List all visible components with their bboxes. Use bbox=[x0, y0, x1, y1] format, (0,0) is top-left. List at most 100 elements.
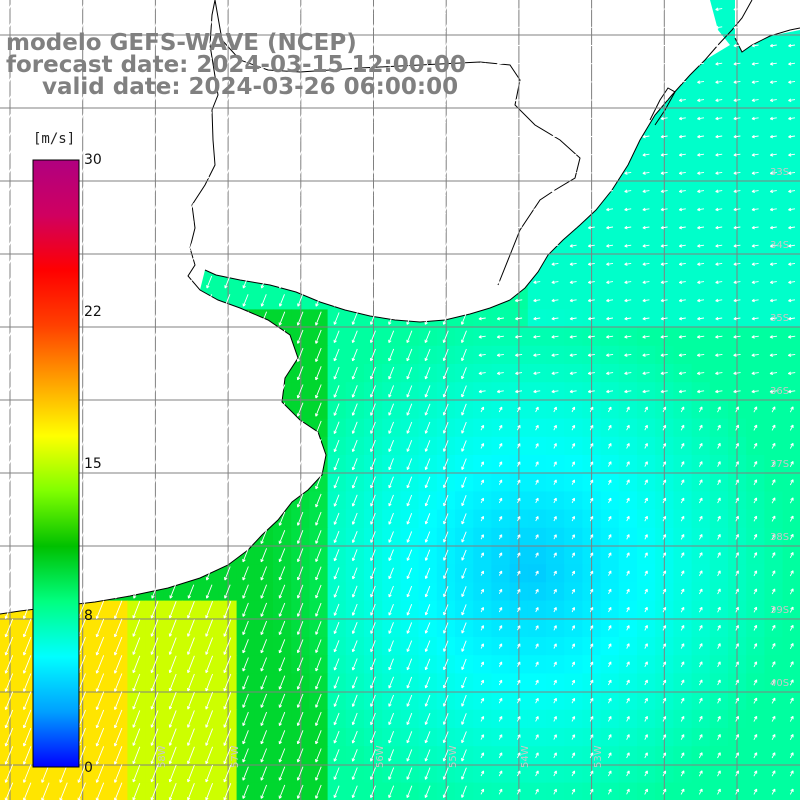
wind-arrow bbox=[424, 585, 431, 598]
wind-arrow bbox=[278, 693, 286, 708]
wind-arrow bbox=[662, 515, 667, 522]
wind-arrow bbox=[660, 225, 668, 230]
wind-arrow bbox=[626, 406, 630, 413]
wind-arrow bbox=[95, 746, 105, 765]
wind-arrow bbox=[608, 552, 612, 558]
wind-arrow bbox=[517, 661, 521, 667]
wind-arrow bbox=[333, 458, 340, 471]
wind-arrow bbox=[223, 728, 232, 746]
wind-arrow bbox=[606, 134, 614, 139]
wind-arrow bbox=[78, 75, 85, 89]
wind-arrow bbox=[589, 406, 594, 413]
wind-arrow bbox=[715, 225, 723, 230]
wind-arrow bbox=[333, 166, 340, 180]
wind-arrow bbox=[42, 130, 49, 143]
wind-arrow bbox=[388, 275, 395, 289]
wind-arrow bbox=[351, 239, 358, 253]
wind-arrow bbox=[278, 275, 285, 289]
wind-arrow bbox=[589, 625, 594, 631]
wind-arrow bbox=[351, 257, 358, 271]
wind-arrow bbox=[333, 658, 340, 671]
wind-arrow bbox=[242, 748, 249, 763]
wind-arrow bbox=[333, 530, 340, 544]
wind-arrow bbox=[717, 661, 721, 668]
wind-arrow bbox=[460, 112, 467, 125]
wind-arrow bbox=[96, 548, 104, 563]
wind-arrow bbox=[151, 184, 158, 198]
wind-arrow bbox=[168, 728, 177, 746]
wind-arrow bbox=[23, 548, 31, 563]
wind-arrow bbox=[480, 679, 484, 686]
wind-arrow bbox=[769, 389, 778, 394]
wind-arrow bbox=[424, 476, 431, 489]
wind-arrow bbox=[642, 225, 650, 230]
wind-arrow bbox=[571, 552, 575, 558]
wind-arrow bbox=[608, 606, 612, 613]
wind-arrow bbox=[24, 294, 31, 307]
wind-arrow bbox=[717, 770, 721, 777]
wind-arrow bbox=[133, 529, 140, 545]
wind-arrow bbox=[533, 316, 541, 321]
wind-arrow bbox=[751, 98, 759, 103]
wind-arrow bbox=[96, 438, 104, 454]
wind-arrow bbox=[351, 294, 358, 307]
wind-arrow bbox=[717, 515, 721, 522]
wind-arrow bbox=[769, 225, 777, 230]
wind-arrow bbox=[626, 588, 630, 595]
wind-arrow bbox=[224, 384, 231, 399]
wind-arrow bbox=[22, 673, 32, 692]
wind-arrow bbox=[480, 788, 485, 795]
wind-arrow bbox=[206, 257, 213, 271]
wind-arrow bbox=[78, 2, 85, 16]
wind-arrow bbox=[461, 767, 467, 780]
wind-arrow bbox=[388, 640, 394, 653]
wind-arrow bbox=[535, 534, 539, 540]
wind-arrow bbox=[624, 335, 632, 339]
wind-arrow bbox=[151, 148, 158, 162]
wind-arrow bbox=[169, 75, 176, 89]
wind-arrow bbox=[351, 439, 358, 453]
wind-arrow bbox=[626, 424, 630, 431]
wind-arrow bbox=[496, 389, 504, 394]
wind-arrow bbox=[461, 586, 467, 598]
wind-arrow bbox=[624, 189, 632, 194]
wind-arrow bbox=[607, 770, 612, 777]
wind-arrow bbox=[297, 75, 304, 89]
wind-arrow bbox=[514, 244, 523, 248]
wind-arrow bbox=[96, 529, 104, 545]
wind-arrow bbox=[788, 244, 796, 248]
wind-arrow bbox=[23, 311, 31, 326]
wind-arrow bbox=[351, 39, 358, 52]
wind-arrow bbox=[260, 75, 267, 89]
wind-arrow bbox=[751, 80, 759, 84]
wind-arrow bbox=[424, 75, 431, 89]
wind-arrow bbox=[662, 697, 667, 704]
wind-arrow bbox=[133, 57, 140, 71]
wind-arrow bbox=[424, 367, 431, 380]
wind-arrow bbox=[260, 21, 267, 34]
wind-arrow bbox=[278, 257, 285, 271]
wind-arrow bbox=[769, 134, 777, 139]
wind-arrow bbox=[60, 39, 67, 52]
wind-arrow bbox=[187, 548, 195, 563]
wind-arrow bbox=[278, 203, 285, 216]
wind-arrow bbox=[642, 43, 650, 48]
wind-arrow bbox=[715, 335, 723, 339]
wind-arrow bbox=[626, 697, 630, 704]
wind-arrow bbox=[533, 335, 541, 339]
wind-arrow bbox=[442, 330, 449, 344]
wind-arrow bbox=[388, 512, 394, 525]
wind-arrow bbox=[260, 2, 267, 16]
wind-arrow bbox=[496, 298, 505, 303]
wind-arrow bbox=[733, 7, 741, 12]
wind-arrow bbox=[461, 495, 467, 507]
wind-arrow bbox=[351, 348, 358, 362]
wind-arrow bbox=[496, 353, 504, 357]
wind-arrow bbox=[42, 57, 49, 71]
wind-arrow bbox=[460, 2, 467, 16]
wind-arrow bbox=[788, 262, 796, 266]
wind-arrow bbox=[297, 93, 304, 107]
wind-arrow bbox=[224, 457, 231, 472]
wind-arrow bbox=[442, 130, 449, 143]
wind-arrow bbox=[660, 244, 668, 248]
